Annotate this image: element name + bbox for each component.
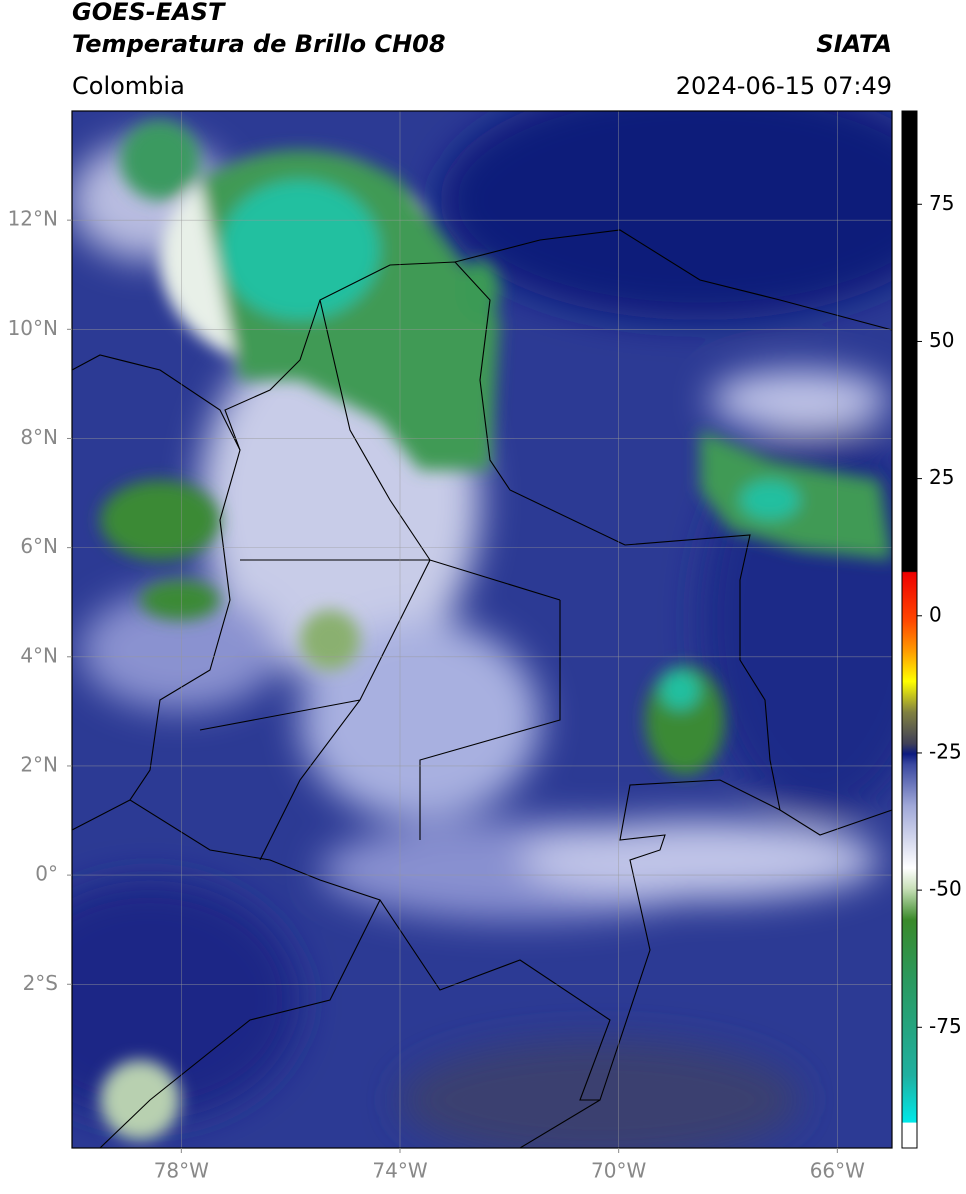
y-tick-label: 6°N	[20, 534, 58, 558]
colorbar-tick-label: -25	[929, 739, 962, 763]
colorbar	[901, 110, 918, 1149]
colorbar-tick-label: -50	[929, 877, 962, 901]
colorbar-tick-label: 75	[929, 191, 954, 215]
x-tick-label: 78°W	[154, 1159, 209, 1183]
y-tick-label: 2°S	[23, 971, 58, 995]
subtitle: Temperatura de Brillo CH08	[72, 30, 446, 58]
y-tick-label: 8°N	[20, 425, 58, 449]
y-tick-label: 12°N	[8, 207, 58, 231]
colorbar-tick-label: 0	[929, 602, 942, 626]
colorbar-tick-label: -75	[929, 1014, 962, 1038]
y-tick-label: 4°N	[20, 643, 58, 667]
region: Colombia	[72, 72, 185, 100]
y-tick-label: 2°N	[20, 752, 58, 776]
timestamp: 2024-06-15 07:49	[676, 72, 892, 100]
x-tick-label: 74°W	[372, 1159, 427, 1183]
map-frame	[71, 110, 893, 1149]
x-tick-label: 70°W	[591, 1159, 646, 1183]
source: SIATA	[816, 30, 892, 58]
y-tick-label: 10°N	[8, 316, 58, 340]
satellite-image	[72, 111, 892, 1148]
colorbar-tick-label: 50	[929, 328, 954, 352]
x-tick-label: 66°W	[810, 1159, 865, 1183]
title: GOES-EAST	[72, 0, 226, 26]
y-tick-label: 0°	[35, 862, 58, 886]
colorbar-tick-label: 25	[929, 465, 954, 489]
